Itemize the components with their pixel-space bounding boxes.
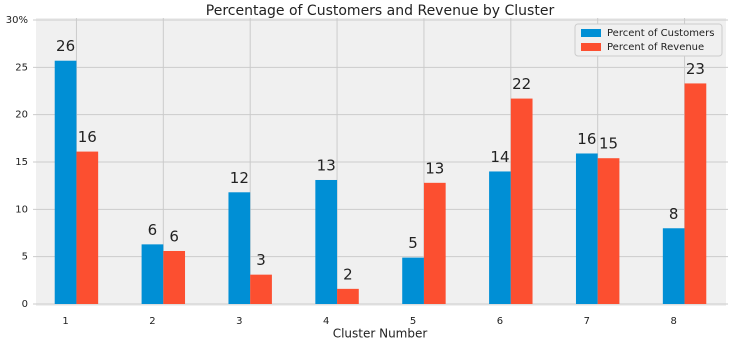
x-tick-label: 2 [149,316,155,327]
value-label: 2 [343,265,353,283]
y-tick-label: 15 [15,157,28,168]
bar [54,60,77,304]
value-label: 23 [686,60,705,78]
bar [402,257,424,304]
value-label: 13 [425,159,444,177]
value-label: 16 [577,130,596,148]
value-label: 13 [317,156,336,174]
x-tick-label: 1 [62,316,68,327]
value-label: 3 [256,251,266,269]
x-tick-label: 7 [584,316,590,327]
bar [423,182,446,304]
value-label: 22 [512,75,531,93]
value-label: 6 [148,221,158,239]
x-tick-label: 3 [236,316,242,327]
legend-box [574,23,723,57]
x-tick-label: 5 [410,316,416,327]
bar [337,288,359,304]
legend-swatch [581,43,601,51]
value-label: 5 [408,234,418,252]
bar [597,158,620,304]
bar [76,151,99,304]
bar [575,153,598,304]
bar [510,98,533,304]
bar [489,171,511,304]
bar [141,244,164,304]
value-label: 15 [599,135,618,153]
bar [315,179,338,304]
y-tick-label: 20 [15,110,28,121]
value-label: 16 [78,128,97,146]
y-tick-label: 30% [6,15,28,26]
value-label: 8 [669,205,679,223]
chart-title: Percentage of Customers and Revenue by C… [206,3,555,19]
legend-label: Percent of Revenue [607,42,704,53]
legend-label: Percent of Customers [607,28,714,39]
value-label: 12 [230,169,249,187]
y-tick-label: 10 [15,204,28,215]
value-label: 6 [169,227,179,245]
bar [662,228,685,304]
bar [228,192,251,304]
y-tick-label: 25 [15,62,28,73]
y-tick-label: 0 [22,299,28,310]
bar [684,83,707,304]
bar [250,274,272,304]
x-tick-label: 4 [323,316,329,327]
bar [163,250,186,304]
legend-swatch [581,29,601,37]
y-tick-label: 5 [22,252,28,263]
x-tick-label: 6 [497,316,503,327]
value-label: 26 [56,37,75,55]
x-tick-label: 8 [671,316,677,327]
value-label: 14 [490,148,509,166]
x-axis-label: Cluster Number [333,327,428,341]
